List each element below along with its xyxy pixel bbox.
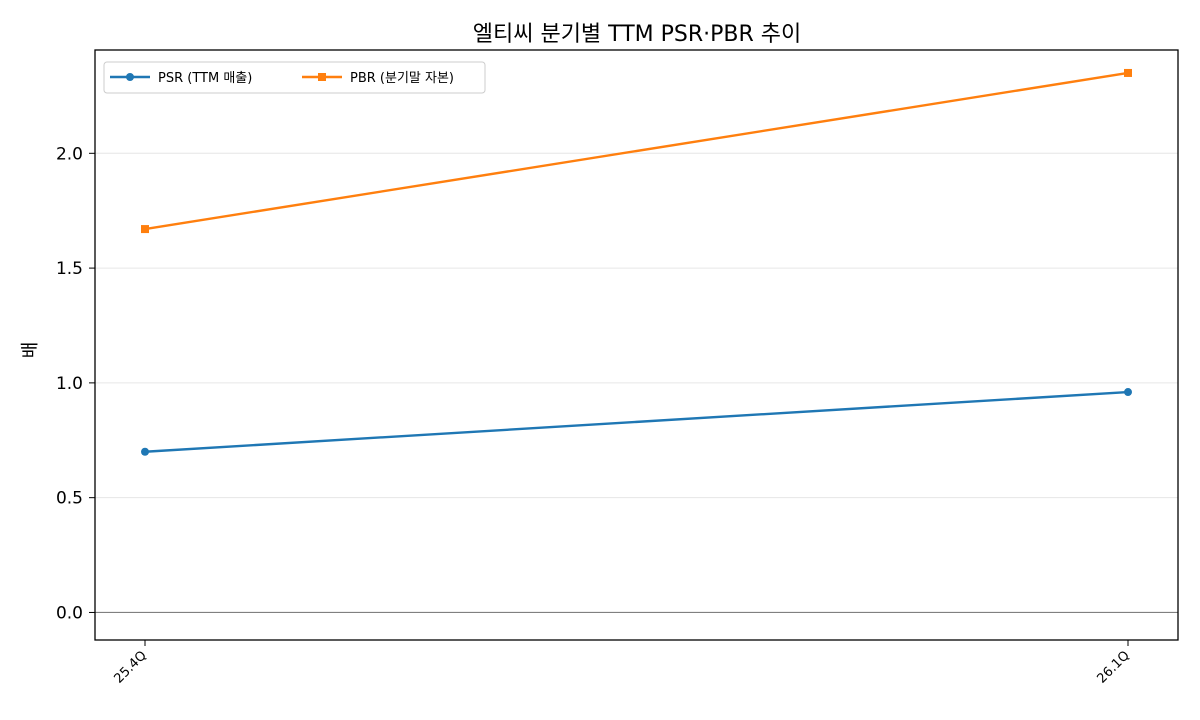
y-tick-label: 1.0 xyxy=(56,374,83,394)
plot-frame xyxy=(94,49,1179,641)
series-line-1 xyxy=(144,390,1129,453)
y-tick-label: 1.5 xyxy=(56,259,83,279)
legend-label: PSR (TTM 매출) xyxy=(158,71,252,86)
legend-swatch-marker xyxy=(126,73,134,81)
legend: PSR (TTM 매출) PBR (분기말 자본) xyxy=(103,61,486,94)
y-axis-label: 배 xyxy=(20,342,41,359)
chart-title: 엘티씨 분기별 TTM PSR·PBR 추이 xyxy=(473,22,802,47)
y-tick-label: 0.5 xyxy=(56,489,83,509)
data-point-marker xyxy=(141,447,149,456)
data-point-marker xyxy=(1124,388,1132,397)
y-tick-label: 0.0 xyxy=(56,603,83,623)
legend-label: PBR (분기말 자본) xyxy=(350,71,454,86)
legend-swatch-marker xyxy=(318,73,326,81)
series-layer xyxy=(141,68,1132,456)
series-line-2 xyxy=(144,71,1129,231)
y-tick-label: 2.0 xyxy=(56,144,83,164)
data-point-marker xyxy=(141,225,149,234)
data-point-marker xyxy=(1124,68,1132,77)
legend-box xyxy=(103,61,486,94)
